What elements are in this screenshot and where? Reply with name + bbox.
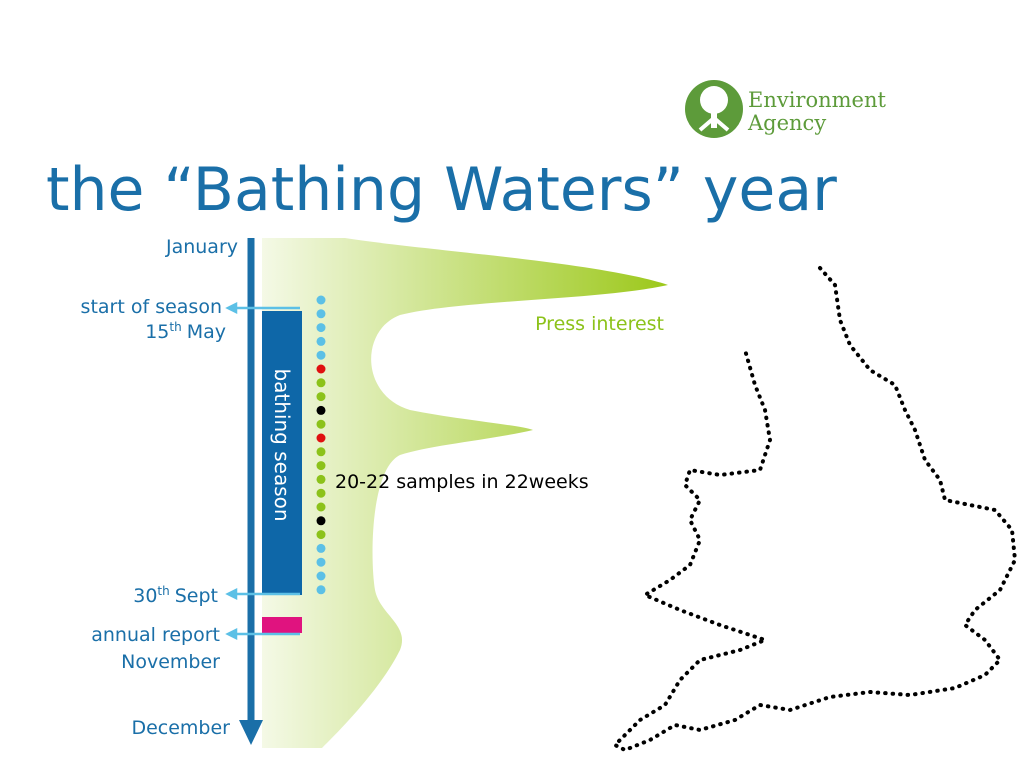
sample-dot	[316, 433, 326, 443]
sample-dot	[316, 461, 326, 471]
press-label: Press interest	[535, 313, 664, 335]
sample-dot	[316, 336, 326, 346]
suffix: th	[169, 320, 181, 334]
sample-dot	[316, 419, 326, 429]
day: 15	[145, 321, 169, 343]
sample-dot	[316, 392, 326, 402]
day: 30	[133, 585, 157, 607]
press-interest-shape	[262, 238, 668, 748]
sample-dot	[316, 488, 326, 498]
samples-label: 20-22 samples in 22weeks	[335, 471, 589, 493]
slide-title: the “Bathing Waters” year	[46, 155, 837, 225]
season-end-date: 30th Sept	[133, 584, 218, 607]
sample-dot	[316, 502, 326, 512]
sample-dot	[316, 516, 326, 526]
sample-dot	[316, 585, 326, 595]
sample-dot	[316, 530, 326, 540]
report-marker	[262, 617, 302, 633]
sample-dot	[316, 447, 326, 457]
timeline-arrow	[239, 720, 263, 745]
season-bar	[262, 311, 302, 595]
sample-dot	[316, 364, 326, 374]
sample-dot	[316, 474, 326, 484]
sample-dot	[316, 405, 326, 415]
logo-text: Agency	[747, 111, 826, 135]
month: May	[187, 321, 226, 343]
month-label: December	[131, 717, 230, 739]
sample-dot	[316, 295, 326, 305]
logo-text: Environment	[748, 88, 887, 112]
pointers	[225, 301, 300, 641]
sample-dot	[316, 543, 326, 553]
sample-dot	[316, 571, 326, 581]
sample-dot	[316, 378, 326, 388]
sample-dots	[316, 295, 326, 595]
coastline-map	[611, 266, 1018, 753]
season-start-date: 15th May	[145, 320, 226, 343]
month: Sept	[175, 585, 218, 607]
suffix: th	[157, 584, 169, 598]
sample-dot	[316, 309, 326, 319]
report-month: November	[121, 651, 220, 673]
season-start-label: start of season	[81, 296, 222, 318]
season-label: bathing season	[270, 368, 294, 521]
report-label: annual report	[91, 624, 220, 646]
sample-dot	[316, 323, 326, 333]
month-label: January	[165, 236, 238, 258]
sample-dot	[316, 350, 326, 360]
logo: Environment Agency	[685, 80, 887, 138]
sample-dot	[316, 557, 326, 567]
